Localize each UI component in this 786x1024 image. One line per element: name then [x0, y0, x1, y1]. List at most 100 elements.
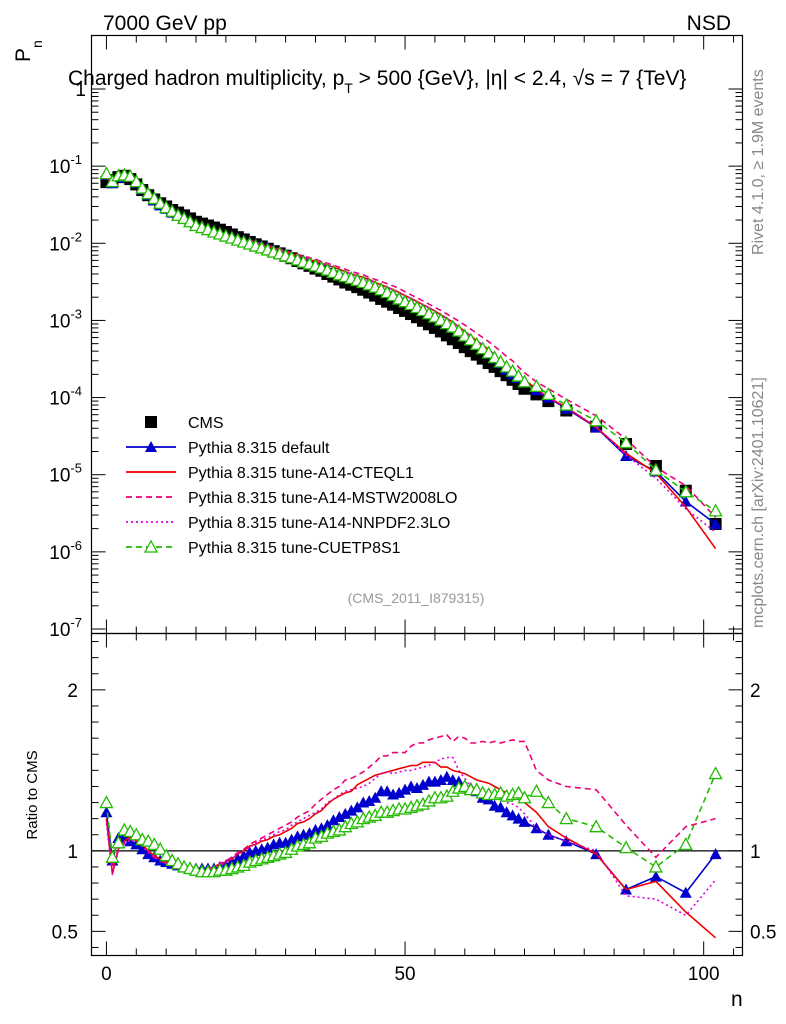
y-tick-base: 10: [49, 311, 70, 332]
main-point-pythia-8-315-tune-cuetp8s1: [589, 413, 604, 427]
legend-item-cms: CMS: [145, 415, 224, 432]
main-point-pythia-8-315-tune-cuetp8s1: [529, 378, 544, 392]
x-tick-label: 0: [101, 964, 112, 985]
ratio-series-layer: [99, 734, 723, 939]
ratio-point-pythia-8-315-default: [351, 801, 364, 813]
ratio-point-pythia-8-315-tune-cuetp8s1: [589, 819, 604, 833]
x-axis-label: n: [731, 988, 743, 1011]
ratio-point-pythia-8-315-default: [339, 807, 352, 819]
ratio-plot-frame: [90, 632, 744, 957]
legend-label: Pythia 8.315 tune-A14-NNPDF2.3LO: [188, 515, 450, 532]
legend-label: Pythia 8.315 tune-CUETP8S1: [188, 540, 401, 557]
y-tick-label: 10-7: [49, 615, 82, 641]
legend-marker: [145, 441, 157, 452]
ratio-point-pythia-8-315-tune-cuetp8s1: [517, 790, 532, 804]
y-tick-base: 10: [49, 620, 70, 641]
legend-label: Pythia 8.315 default: [188, 440, 330, 457]
plot-title: Charged hadron multiplicity, pT > 500 {G…: [68, 67, 686, 96]
rivet-version-label: Rivet 4.1.0, ≥ 1.9M events: [750, 69, 767, 255]
ratio-point-pythia-8-315-default: [124, 835, 137, 847]
ratio-point-pythia-8-315-default: [327, 814, 340, 826]
process-label: NSD: [687, 12, 731, 35]
ratio-point-pythia-8-315-default: [399, 783, 412, 795]
legend-marker: [145, 416, 157, 428]
mcplots-site-label: mcplots.cern.ch [arXiv:2401.10621]: [750, 377, 767, 628]
y-axis-label-sub: n: [29, 40, 45, 48]
ratio-point-pythia-8-315-default: [321, 819, 334, 831]
ratio-point-pythia-8-315-default: [530, 822, 543, 834]
ratio-y-tick-label-right: 1: [750, 842, 761, 863]
ratio-point-pythia-8-315-tune-cuetp8s1: [708, 766, 723, 780]
main-point-pythia-8-315-tune-cuetp8s1: [153, 195, 168, 209]
y-tick-base: 10: [49, 234, 70, 255]
ratio-point-pythia-8-315-default: [506, 809, 519, 821]
legend-label: Pythia 8.315 tune-A14-MSTW2008LO: [188, 490, 457, 507]
x-tick-label: 100: [688, 964, 720, 985]
ratio-point-pythia-8-315-default: [285, 833, 298, 845]
main-point-pythia-8-315-tune-cuetp8s1: [141, 186, 156, 200]
ratio-point-pythia-8-315-default: [142, 848, 155, 860]
ratio-point-pythia-8-315-default: [136, 843, 149, 855]
legend-label: Pythia 8.315 tune-A14-CTEQL1: [188, 465, 414, 482]
y-tick-label: 1: [75, 80, 86, 101]
main-point-pythia-8-315-tune-cuetp8s1: [541, 387, 556, 401]
y-tick-exponent: -5: [70, 461, 82, 476]
main-point-pythia-8-315-tune-cuetp8s1: [505, 363, 520, 377]
ratio-point-pythia-8-315-default: [237, 849, 250, 861]
legend-item-pythia-8-315-tune-a14-mstw2008lo: Pythia 8.315 tune-A14-MSTW2008LO: [126, 490, 457, 507]
ratio-point-pythia-8-315-default: [416, 778, 429, 790]
y-tick-exponent: -6: [70, 538, 82, 553]
ratio-point-pythia-8-315-default: [369, 791, 382, 803]
y-axis-label-upper: P n: [12, 40, 45, 62]
ratio-point-pythia-8-315-default: [315, 822, 328, 834]
analysis-id: (CMS_2011_I879315): [348, 590, 485, 606]
ratio-point-pythia-8-315-default: [440, 770, 453, 782]
ratio-point-pythia-8-315-tune-cuetp8s1: [153, 841, 168, 855]
ratio-point-pythia-8-315-tune-cuetp8s1: [99, 795, 114, 809]
ratio-point-pythia-8-315-tune-cuetp8s1: [105, 849, 120, 863]
legend: CMS Pythia 8.315 default Pythia 8.315 tune…: [126, 415, 457, 557]
legend-item-pythia-8-315-default: Pythia 8.315 default: [126, 440, 330, 457]
y-tick-label: 10-4: [49, 384, 82, 410]
ratio-point-pythia-8-315-default: [518, 815, 531, 827]
ratio-point-pythia-8-315-default: [494, 801, 507, 813]
main-point-pythia-8-315-tune-cuetp8s1: [481, 345, 496, 359]
main-plot-area: 10-710-610-510-410-310-210-11: [49, 35, 743, 641]
ratio-point-pythia-8-315-default: [512, 812, 525, 824]
main-series-layer: [99, 166, 723, 550]
ratio-point-pythia-8-315-default: [279, 836, 292, 848]
main-point-pythia-8-315-tune-cuetp8s1: [463, 332, 478, 346]
main-point-pythia-8-315-tune-cuetp8s1: [499, 359, 514, 373]
main-series-pythia-8-315-tune-cuetp8s1: [99, 166, 723, 517]
ratio-point-pythia-8-315-default: [679, 886, 692, 898]
ratio-point-pythia-8-315-default: [261, 841, 274, 853]
ratio-point-pythia-8-315-tune-cuetp8s1: [529, 783, 544, 797]
y-tick-exponent: -2: [70, 229, 82, 244]
main-point-pythia-8-315-tune-cuetp8s1: [648, 462, 663, 476]
y-tick-base: 10: [49, 466, 70, 487]
y-tick-label: 10-5: [49, 461, 82, 487]
legend-item-pythia-8-315-tune-a14-cteql1: Pythia 8.315 tune-A14-CTEQL1: [126, 465, 414, 482]
ratio-y-tick-label: 1: [67, 842, 78, 863]
main-point-pythia-8-315-tune-cuetp8s1: [147, 191, 162, 205]
ratio-point-pythia-8-315-default: [381, 785, 394, 797]
ratio-plot-area: 0 50 100 0.5 0.5 1 1 2 2: [52, 633, 776, 985]
ratio-y-tick-label: 2: [67, 681, 78, 702]
ratio-axis-ticks: 0 50 100 0.5 0.5 1 1 2 2: [52, 633, 776, 985]
ratio-point-pythia-8-315-tune-cuetp8s1: [111, 835, 126, 849]
main-point-pythia-8-315-tune-cuetp8s1: [487, 350, 502, 364]
main-point-pythia-8-315-tune-cuetp8s1: [618, 435, 634, 449]
main-axis-ticks: 10-710-610-510-410-310-210-11: [49, 35, 743, 641]
ratio-point-pythia-8-315-default: [542, 828, 555, 840]
x-tick-label: 50: [394, 964, 415, 985]
legend-label: CMS: [188, 415, 224, 432]
ratio-point-pythia-8-315-default: [363, 794, 376, 806]
main-point-pythia-8-315-tune-cuetp8s1: [493, 354, 508, 368]
main-point-pythia-8-315-default: [709, 517, 722, 529]
y-tick-base: 10: [49, 543, 70, 564]
main-point-pythia-8-315-tune-cuetp8s1: [708, 503, 723, 517]
main-point-pythia-8-315-tune-cuetp8s1: [678, 484, 693, 498]
main-point-pythia-8-315-tune-cuetp8s1: [451, 323, 466, 337]
legend-marker: [143, 539, 159, 553]
